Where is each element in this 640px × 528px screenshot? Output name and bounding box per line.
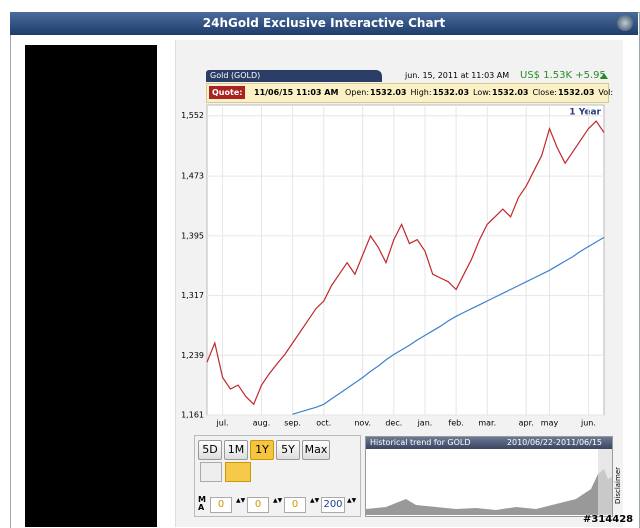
y-tick-label: 1,473 [181, 172, 204, 181]
x-tick-label: feb. [448, 419, 463, 428]
quote-time: 11/06/15 11:03 AM [254, 88, 339, 97]
trend-title: Historical trend for GOLD [370, 438, 471, 447]
quote-field-value: 1532.03 [432, 88, 470, 97]
x-tick-label: sep. [284, 419, 301, 428]
period-button[interactable]: 1M [224, 440, 248, 460]
chart: 1 Year 1,161 1,239 1,317 1,395 1,473 1,552 jul… [181, 104, 605, 428]
quote-field-name: Open: [344, 88, 370, 97]
line-series [292, 236, 605, 415]
quote-field-name: Close: [532, 88, 557, 97]
ma-spinner[interactable]: ▲▼ [273, 497, 283, 504]
period-button[interactable]: 5D [198, 440, 222, 460]
y-tick-label: 1,161 [181, 411, 204, 420]
x-tick-label: jun. [580, 419, 596, 428]
x-tick-label: apr. [519, 419, 534, 428]
ma-spinner[interactable]: ▲▼ [347, 497, 357, 504]
x-tick-label: mar. [478, 419, 496, 428]
trend-selector[interactable] [598, 449, 612, 515]
plot-area [206, 104, 605, 416]
ma-spinner[interactable]: ▲▼ [236, 497, 246, 504]
quote-field-name: High: [410, 88, 432, 97]
trend-area [366, 469, 612, 515]
y-tick-label: 1,395 [181, 231, 204, 240]
ma-input[interactable]: 0 [210, 497, 232, 513]
disclaimer[interactable]: Disclaimer [614, 467, 622, 505]
ma-input[interactable]: 200 [321, 497, 345, 513]
x-tick-label: nov. [354, 419, 371, 428]
ma-input[interactable]: 0 [247, 497, 269, 513]
watermark: #314428 [583, 514, 634, 525]
x-tick-label: may [541, 419, 559, 428]
trend-header: Historical trend for GOLD 2010/06/22-201… [366, 437, 612, 449]
y-tick-label: 1,317 [181, 291, 204, 300]
ad-block [25, 45, 157, 527]
chart-tab: Gold (GOLD) [206, 70, 382, 82]
trend-range: 2010/06/22-2011/06/15 [506, 438, 602, 447]
price-up-arrow [600, 73, 608, 79]
globe-icon [617, 15, 633, 31]
chart-type-icon[interactable] [225, 462, 251, 482]
ma-spinner[interactable]: ▲▼ [310, 497, 320, 504]
print-icon[interactable] [200, 462, 222, 482]
quote-fields: Open:1532.03 High:1532.03 Low:1532.03 Close… [341, 88, 614, 97]
quote-field-name: Vol: [598, 88, 614, 97]
quote-field-value: 1532.03 [557, 88, 595, 97]
timestamp: jun. 15, 2011 at 11:03 AM [405, 71, 510, 80]
ma-input[interactable]: 0 [284, 497, 306, 513]
quote-field-value: 1532.03 [370, 88, 407, 97]
y-tick-label: 1,239 [181, 351, 204, 360]
trend-chart [366, 449, 612, 515]
y-tick-label: 1,552 [181, 111, 204, 120]
period-button[interactable]: 1Y [250, 440, 274, 460]
quote-bar: Quote: 11/06/15 11:03 AM Open:1532.03 Hig… [206, 83, 613, 103]
x-tick-label: jan. [417, 419, 433, 428]
quote-field-name: Low: [473, 88, 492, 97]
range-label: 1 Year [569, 108, 601, 118]
x-tick-label: aug. [253, 419, 271, 428]
x-tick-label: dec. [385, 419, 402, 428]
header-bar: 24hGold Exclusive Interactive Chart [10, 12, 638, 35]
quote-label: Quote: [209, 86, 246, 99]
price: US$ 1.53K +5.95 [520, 70, 606, 81]
x-tick-label: oct. [316, 419, 331, 428]
ma-label: MA [198, 495, 206, 512]
line-series [206, 120, 605, 406]
trend-panel: Historical trend for GOLD 2010/06/22-201… [365, 436, 622, 517]
period-button[interactable]: 5Y [276, 440, 300, 460]
x-tick-label: jul. [216, 419, 229, 428]
period-button[interactable]: Max [302, 440, 330, 460]
quote-field-value: 1532.03 [492, 88, 529, 97]
